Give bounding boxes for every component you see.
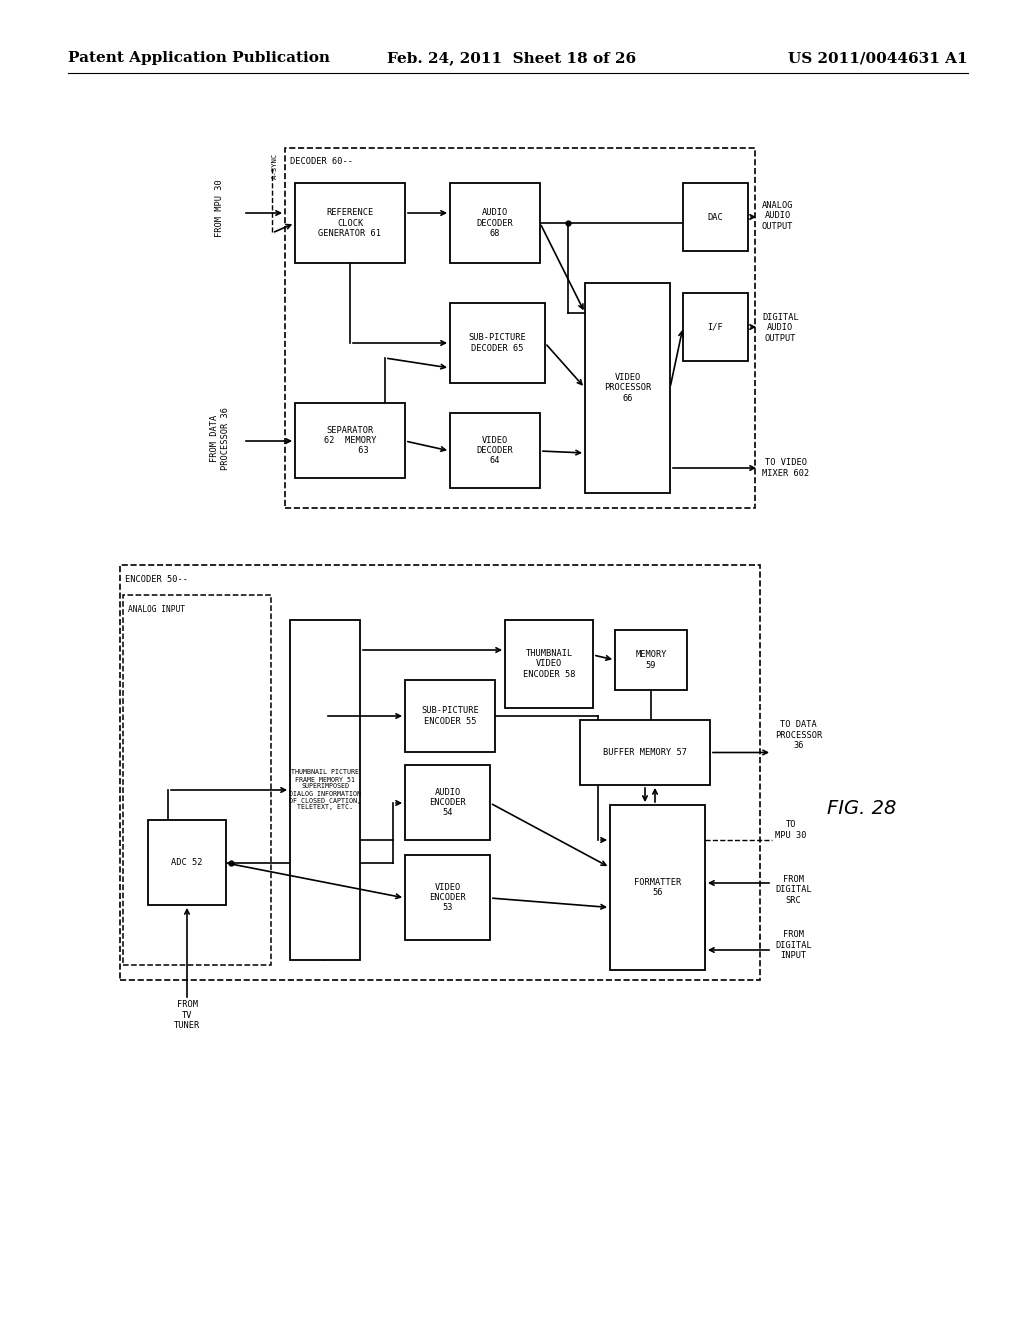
Bar	[406, 680, 495, 752]
Text: AUDIO
DECODER
68: AUDIO DECODER 68	[476, 209, 513, 238]
Bar	[123, 595, 271, 965]
Text: Feb. 24, 2011  Sheet 18 of 26: Feb. 24, 2011 Sheet 18 of 26	[387, 51, 637, 65]
Text: ANALOG INPUT: ANALOG INPUT	[128, 605, 185, 614]
Text: Patent Application Publication: Patent Application Publication	[68, 51, 330, 65]
Text: SUB-PICTURE
DECODER 65: SUB-PICTURE DECODER 65	[469, 333, 526, 352]
Text: FROM
TV
TUNER: FROM TV TUNER	[174, 1001, 200, 1030]
Text: TO
MPU 30: TO MPU 30	[775, 820, 807, 840]
Text: SUB-PICTURE
ENCODER 55: SUB-PICTURE ENCODER 55	[421, 706, 479, 726]
Text: DECODER 60--: DECODER 60--	[290, 157, 353, 166]
Text: VIDEO
DECODER
64: VIDEO DECODER 64	[476, 436, 513, 466]
Text: THUMBNAIL PICTURE
FRAME MEMORY 51
SUPERIMPOSED
DIALOG INFORMATION
OF CLOSED CAPT: THUMBNAIL PICTURE FRAME MEMORY 51 SUPERI…	[289, 770, 361, 810]
Text: TO VIDEO
MIXER 602: TO VIDEO MIXER 602	[762, 458, 809, 478]
Bar	[406, 766, 490, 840]
Bar	[450, 183, 540, 263]
Bar	[406, 855, 490, 940]
Text: VIDEO
PROCESSOR
66: VIDEO PROCESSOR 66	[604, 374, 651, 403]
Bar	[585, 282, 670, 492]
Text: ENCODER 50--: ENCODER 50--	[125, 574, 188, 583]
Text: MEMORY
59: MEMORY 59	[635, 651, 667, 669]
Bar	[148, 820, 226, 906]
Text: THUMBNAIL
VIDEO
ENCODER 58: THUMBNAIL VIDEO ENCODER 58	[522, 649, 575, 678]
Bar	[505, 620, 593, 708]
Text: I/F: I/F	[708, 322, 723, 331]
Bar	[285, 148, 755, 508]
Bar	[683, 183, 748, 251]
Text: SEPARATOR
62  MEMORY
     63: SEPARATOR 62 MEMORY 63	[324, 425, 376, 455]
Text: FROM
DIGITAL
SRC: FROM DIGITAL SRC	[775, 875, 812, 906]
Text: FIG. 28: FIG. 28	[827, 799, 897, 817]
Text: FROM DATA
PROCESSOR 36: FROM DATA PROCESSOR 36	[210, 407, 229, 470]
Bar	[615, 630, 687, 690]
Bar	[450, 413, 540, 488]
Text: VIDEO
ENCODER
53: VIDEO ENCODER 53	[429, 883, 466, 912]
Bar	[610, 805, 705, 970]
Text: A-SYNC: A-SYNC	[272, 153, 278, 180]
Text: FORMATTER
56: FORMATTER 56	[634, 878, 681, 898]
Bar	[683, 293, 748, 360]
Text: DIGITAL
AUDIO
OUTPUT: DIGITAL AUDIO OUTPUT	[762, 313, 799, 343]
Bar	[295, 183, 406, 263]
Bar	[295, 403, 406, 478]
Text: ADC 52: ADC 52	[171, 858, 203, 867]
Text: DAC: DAC	[708, 213, 723, 222]
Text: TO DATA
PROCESSOR
36: TO DATA PROCESSOR 36	[775, 721, 822, 750]
Bar	[290, 620, 360, 960]
Text: AUDIO
ENCODER
54: AUDIO ENCODER 54	[429, 788, 466, 817]
Bar	[450, 304, 545, 383]
Text: US 2011/0044631 A1: US 2011/0044631 A1	[788, 51, 968, 65]
Text: FROM
DIGITAL
INPUT: FROM DIGITAL INPUT	[775, 931, 812, 960]
Text: REFERENCE
CLOCK
GENERATOR 61: REFERENCE CLOCK GENERATOR 61	[318, 209, 382, 238]
Bar	[120, 565, 760, 979]
Bar	[580, 719, 710, 785]
Text: ANALOG
AUDIO
OUTPUT: ANALOG AUDIO OUTPUT	[762, 201, 794, 231]
Text: FROM MPU 30: FROM MPU 30	[215, 180, 224, 236]
Text: BUFFER MEMORY 57: BUFFER MEMORY 57	[603, 748, 687, 756]
